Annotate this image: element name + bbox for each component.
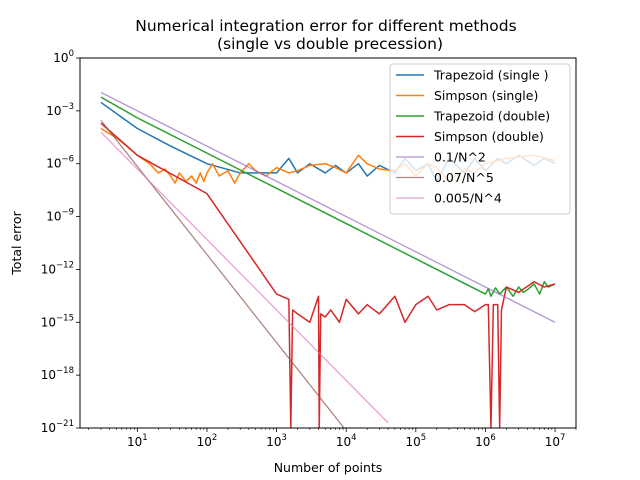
- chart-subtitle: (single vs double precession): [217, 35, 443, 53]
- x-tick-label-6: 107: [545, 433, 566, 449]
- x-tick-label-0: 101: [127, 433, 148, 449]
- legend-label-4: 0.1/N^2: [434, 150, 486, 165]
- y-tick-label-0: 10−21: [41, 419, 74, 435]
- series-layer: [100, 91, 556, 428]
- y-tick-label-2: 10−15: [41, 313, 74, 329]
- legend: Trapezoid (single ) Simpson (single) Trape…: [389, 63, 571, 215]
- series-line-6: [100, 131, 389, 424]
- y-tick-label-4: 10−9: [46, 208, 74, 224]
- y-tick-label-6: 10−3: [46, 102, 74, 118]
- legend-label-2: Trapezoid (double): [433, 109, 550, 124]
- y-tick-label-3: 10−12: [41, 260, 74, 276]
- y-tick-label-1: 10−18: [41, 366, 74, 382]
- x-tick-label-4: 105: [405, 433, 426, 449]
- x-tick-label-1: 102: [197, 433, 218, 449]
- series-line-4: [100, 91, 556, 323]
- x-tick-label-5: 106: [475, 433, 496, 449]
- x-tick-label-3: 104: [336, 433, 357, 449]
- series-line-5: [100, 119, 345, 428]
- y-tick-label-5: 10−6: [46, 155, 74, 171]
- legend-items: Trapezoid (single ) Simpson (single) Trape…: [396, 68, 550, 206]
- x-axis-label: Number of points: [274, 460, 383, 475]
- chart-title: Numerical integration error for differen…: [135, 17, 516, 35]
- legend-label-6: 0.005/N^4: [434, 191, 502, 206]
- x-tick-label-2: 103: [266, 433, 287, 449]
- y-tick-label-7: 100: [53, 49, 74, 65]
- legend-box: [389, 63, 571, 215]
- plot-frame: [79, 57, 577, 429]
- legend-label-1: Simpson (single): [434, 88, 538, 103]
- legend-label-5: 0.07/N^5: [434, 170, 494, 185]
- legend-label-3: Simpson (double): [434, 129, 544, 144]
- series-line-3: [100, 122, 556, 428]
- legend-label-0: Trapezoid (single ): [433, 68, 549, 83]
- y-axis-label: Total error: [9, 210, 24, 275]
